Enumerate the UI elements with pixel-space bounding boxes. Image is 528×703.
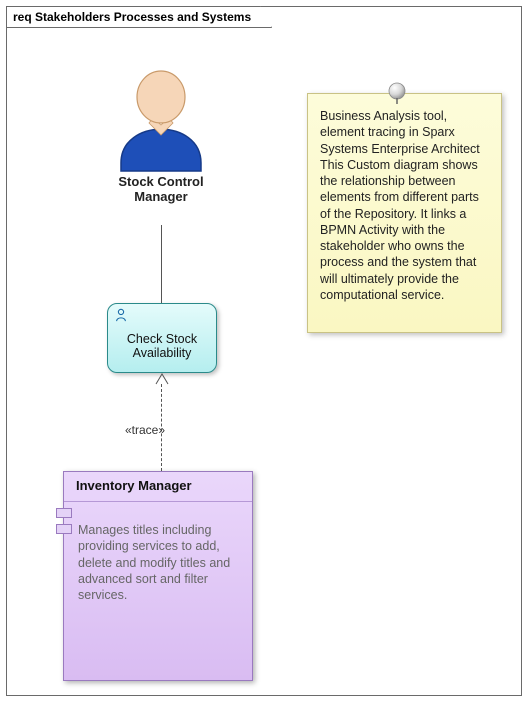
component-body: Manages titles including providing servi… — [64, 502, 252, 613]
actor-label: Stock ControlManager — [101, 175, 221, 205]
activity-label: Check StockAvailability — [114, 324, 210, 368]
note-element[interactable]: Business Analysis tool, element tracing … — [307, 93, 502, 333]
actor-stock-control-manager[interactable]: Stock ControlManager — [101, 63, 221, 213]
component-lug-icon — [56, 508, 72, 518]
connector-actor-activity — [161, 225, 162, 303]
component-title: Inventory Manager — [64, 472, 252, 502]
person-icon — [114, 308, 128, 322]
frame-title-tab: req Stakeholders Processes and Systems — [6, 6, 272, 28]
actor-icon — [101, 63, 221, 173]
trace-arrowhead — [155, 373, 169, 385]
component-inventory-manager[interactable]: Inventory Manager Manages titles includi… — [63, 471, 253, 681]
frame-title: req Stakeholders Processes and Systems — [13, 10, 251, 24]
pin-icon — [385, 81, 409, 105]
note-text: Business Analysis tool, element tracing … — [320, 109, 480, 302]
component-lug-icon — [56, 524, 72, 534]
activity-check-stock[interactable]: Check StockAvailability — [107, 303, 217, 373]
trace-label: «trace» — [125, 423, 165, 437]
diagram-frame: req Stakeholders Processes and Systems S… — [6, 6, 522, 696]
